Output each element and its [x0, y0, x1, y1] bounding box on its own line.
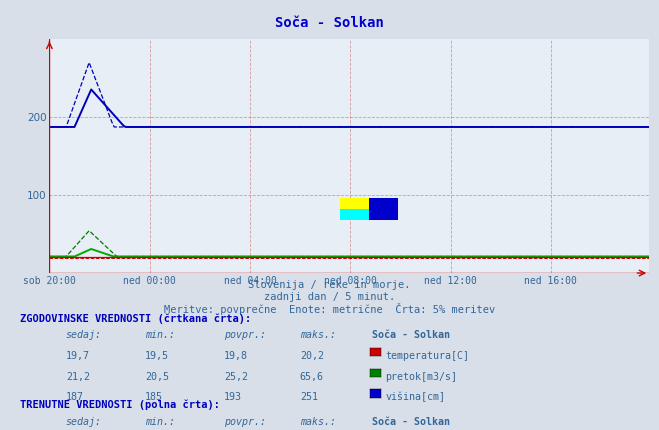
Text: Soča - Solkan: Soča - Solkan	[372, 330, 450, 340]
Text: 65,6: 65,6	[300, 372, 324, 381]
Text: 187: 187	[66, 392, 84, 402]
Text: pretok[m3/s]: pretok[m3/s]	[386, 372, 457, 381]
Text: Meritve: povprečne  Enote: metrične  Črta: 5% meritev: Meritve: povprečne Enote: metrične Črta:…	[164, 303, 495, 315]
Text: 20,2: 20,2	[300, 351, 324, 361]
Text: temperatura[C]: temperatura[C]	[386, 351, 469, 361]
Text: 19,8: 19,8	[224, 351, 248, 361]
Text: sedaj:: sedaj:	[66, 330, 102, 340]
Text: 21,2: 21,2	[66, 372, 90, 381]
Text: min.:: min.:	[145, 330, 175, 340]
Text: maks.:: maks.:	[300, 417, 336, 427]
Text: 251: 251	[300, 392, 318, 402]
Text: sedaj:: sedaj:	[66, 417, 102, 427]
Text: Slovenija / reke in morje.: Slovenija / reke in morje.	[248, 280, 411, 290]
Text: min.:: min.:	[145, 417, 175, 427]
Bar	[340, 209, 369, 220]
Text: povpr.:: povpr.:	[224, 417, 266, 427]
Bar	[340, 198, 369, 209]
Text: ZGODOVINSKE VREDNOSTI (črtkana črta):: ZGODOVINSKE VREDNOSTI (črtkana črta):	[20, 313, 251, 323]
Text: Soča - Solkan: Soča - Solkan	[275, 16, 384, 31]
Text: povpr.:: povpr.:	[224, 330, 266, 340]
Text: 193: 193	[224, 392, 242, 402]
Text: 19,7: 19,7	[66, 351, 90, 361]
Text: TRENUTNE VREDNOSTI (polna črta):: TRENUTNE VREDNOSTI (polna črta):	[20, 400, 219, 410]
Text: 19,5: 19,5	[145, 351, 169, 361]
Text: Soča - Solkan: Soča - Solkan	[372, 417, 450, 427]
Text: 185: 185	[145, 392, 163, 402]
Text: višina[cm]: višina[cm]	[386, 392, 445, 402]
Text: 20,5: 20,5	[145, 372, 169, 381]
Text: 25,2: 25,2	[224, 372, 248, 381]
Text: zadnji dan / 5 minut.: zadnji dan / 5 minut.	[264, 292, 395, 301]
Bar	[369, 198, 399, 220]
Text: maks.:: maks.:	[300, 330, 336, 340]
